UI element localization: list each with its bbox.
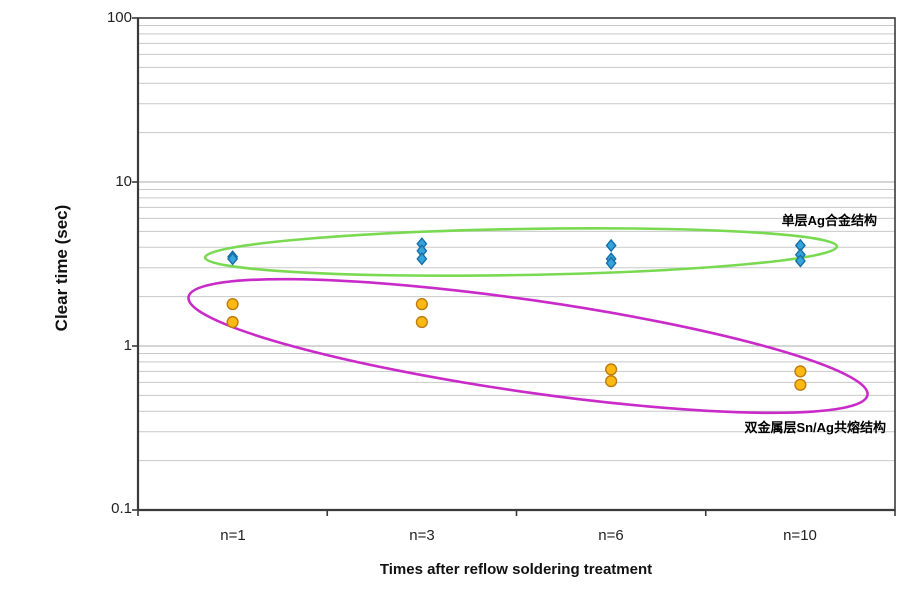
snag-data-point bbox=[605, 375, 618, 388]
x-tick-label-n1: n=1 bbox=[220, 527, 246, 544]
axis-ticks bbox=[132, 17, 896, 516]
group-ellipses bbox=[187, 227, 869, 415]
y-tick-label-1: 1 bbox=[123, 337, 132, 354]
ag-group-ellipse bbox=[203, 227, 839, 277]
ag-data-point bbox=[794, 254, 806, 268]
annotation-bimetal-sn-ag: 双金属层Sn/Ag共熔结构 bbox=[744, 420, 886, 435]
snag-data-point bbox=[226, 298, 239, 311]
x-tick-label-n3: n=3 bbox=[409, 527, 435, 544]
plot-border bbox=[137, 17, 896, 511]
ag-data-point bbox=[605, 256, 617, 270]
snag-data-point bbox=[415, 315, 428, 329]
snag-data-point bbox=[226, 315, 239, 329]
x-tick-label-n6: n=6 bbox=[598, 527, 624, 544]
y-tick-label-0.1: 0.1 bbox=[111, 500, 132, 517]
ag-data-point bbox=[605, 238, 617, 253]
gridlines bbox=[138, 25, 895, 462]
x-axis-title: Times after reflow soldering treatment bbox=[379, 561, 653, 578]
snag-group-ellipse bbox=[187, 277, 869, 415]
plot-frame bbox=[136, 17, 896, 512]
y-axis-title: Clear time (sec) bbox=[52, 204, 71, 332]
y-tick-label-100: 100 bbox=[106, 9, 132, 26]
series-ag-points bbox=[227, 237, 806, 270]
ag-data-point bbox=[416, 252, 428, 266]
snag-data-point bbox=[605, 363, 618, 376]
y-tick-label-10: 10 bbox=[115, 173, 132, 190]
ag-data-point bbox=[227, 252, 239, 266]
series-snag-points bbox=[226, 298, 807, 391]
snag-data-point bbox=[794, 365, 807, 378]
x-tick-label-n10: n=10 bbox=[783, 527, 817, 544]
annotation-single-layer-ag: 单层Ag合金结构 bbox=[781, 213, 877, 228]
snag-data-point bbox=[415, 298, 428, 311]
snag-data-point bbox=[794, 378, 807, 391]
